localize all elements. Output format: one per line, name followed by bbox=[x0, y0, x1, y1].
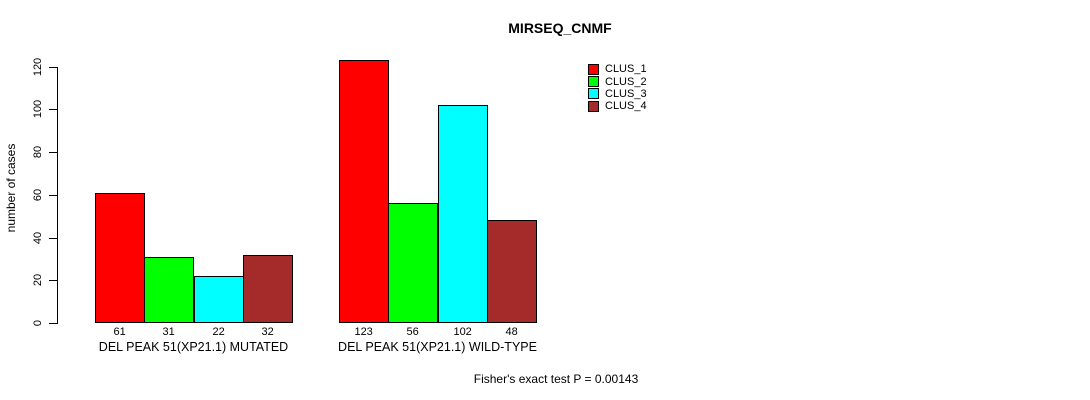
legend-label: CLUS_1 bbox=[605, 63, 647, 76]
y-axis-label: number of cases bbox=[4, 143, 18, 233]
x-axis-group-label: DEL PEAK 51(XP21.1) WILD-TYPE bbox=[338, 340, 537, 354]
bar-clus_1-group1 bbox=[95, 193, 145, 323]
bar-value-label: 56 bbox=[406, 326, 419, 338]
legend-label: CLUS_2 bbox=[605, 75, 647, 88]
chart-title: MIRSEQ_CNMF bbox=[508, 20, 612, 36]
legend-item-clus_2: CLUS_2 bbox=[588, 75, 647, 88]
legend-color-swatch bbox=[588, 100, 599, 112]
legend-label: CLUS_4 bbox=[605, 100, 647, 113]
bar-clus_3-group1 bbox=[194, 276, 244, 323]
y-axis-tick bbox=[49, 66, 57, 68]
y-axis-tick bbox=[49, 152, 57, 153]
bar-clus_2-group2 bbox=[388, 203, 438, 323]
fisher-test-annotation: Fisher's exact test P = 0.00143 bbox=[473, 372, 639, 386]
y-axis-tick bbox=[49, 237, 57, 239]
legend-item-clus_4: CLUS_4 bbox=[588, 100, 647, 112]
bar-value-label: 31 bbox=[162, 326, 175, 338]
legend: CLUS_1 CLUS_2 CLUS_3 CLUS_4 bbox=[588, 63, 647, 113]
x-axis-group-label: DEL PEAK 51(XP21.1) MUTATED bbox=[98, 340, 289, 354]
bar-clus_3-group2 bbox=[438, 105, 488, 323]
bar-clus_4-group2 bbox=[487, 220, 537, 323]
y-axis-tick-label: 60 bbox=[32, 188, 44, 201]
y-axis-tick-label: 0 bbox=[32, 319, 44, 327]
legend-color-swatch bbox=[588, 76, 599, 88]
bar-value-label: 61 bbox=[113, 326, 126, 338]
bar-value-label: 102 bbox=[453, 326, 472, 338]
bar-value-label: 48 bbox=[505, 326, 518, 338]
legend-color-swatch bbox=[588, 63, 599, 75]
legend-item-clus_3: CLUS_3 bbox=[588, 88, 647, 100]
y-axis-tick-label: 20 bbox=[32, 274, 44, 287]
y-axis-tick-label: 80 bbox=[32, 145, 44, 159]
legend-label: CLUS_3 bbox=[605, 87, 647, 100]
bar-value-label: 22 bbox=[212, 326, 225, 338]
bar-clus_2-group1 bbox=[144, 257, 194, 323]
bar-clus_1-group2 bbox=[339, 60, 389, 323]
bar-clus_4-group1 bbox=[243, 255, 293, 323]
y-axis-tick bbox=[49, 109, 57, 111]
legend-color-swatch bbox=[588, 88, 599, 100]
y-axis-tick-label: 100 bbox=[32, 100, 44, 119]
y-axis-tick-label: 40 bbox=[32, 231, 44, 244]
y-axis-tick bbox=[49, 194, 57, 196]
y-axis-line bbox=[57, 66, 58, 324]
y-axis-tick bbox=[49, 323, 57, 324]
bar-value-label: 123 bbox=[354, 326, 373, 338]
y-axis-tick bbox=[49, 280, 57, 282]
legend-item-clus_1: CLUS_1 bbox=[588, 63, 647, 75]
y-axis-tick-label: 120 bbox=[32, 57, 44, 76]
bar-value-label: 32 bbox=[261, 326, 274, 338]
